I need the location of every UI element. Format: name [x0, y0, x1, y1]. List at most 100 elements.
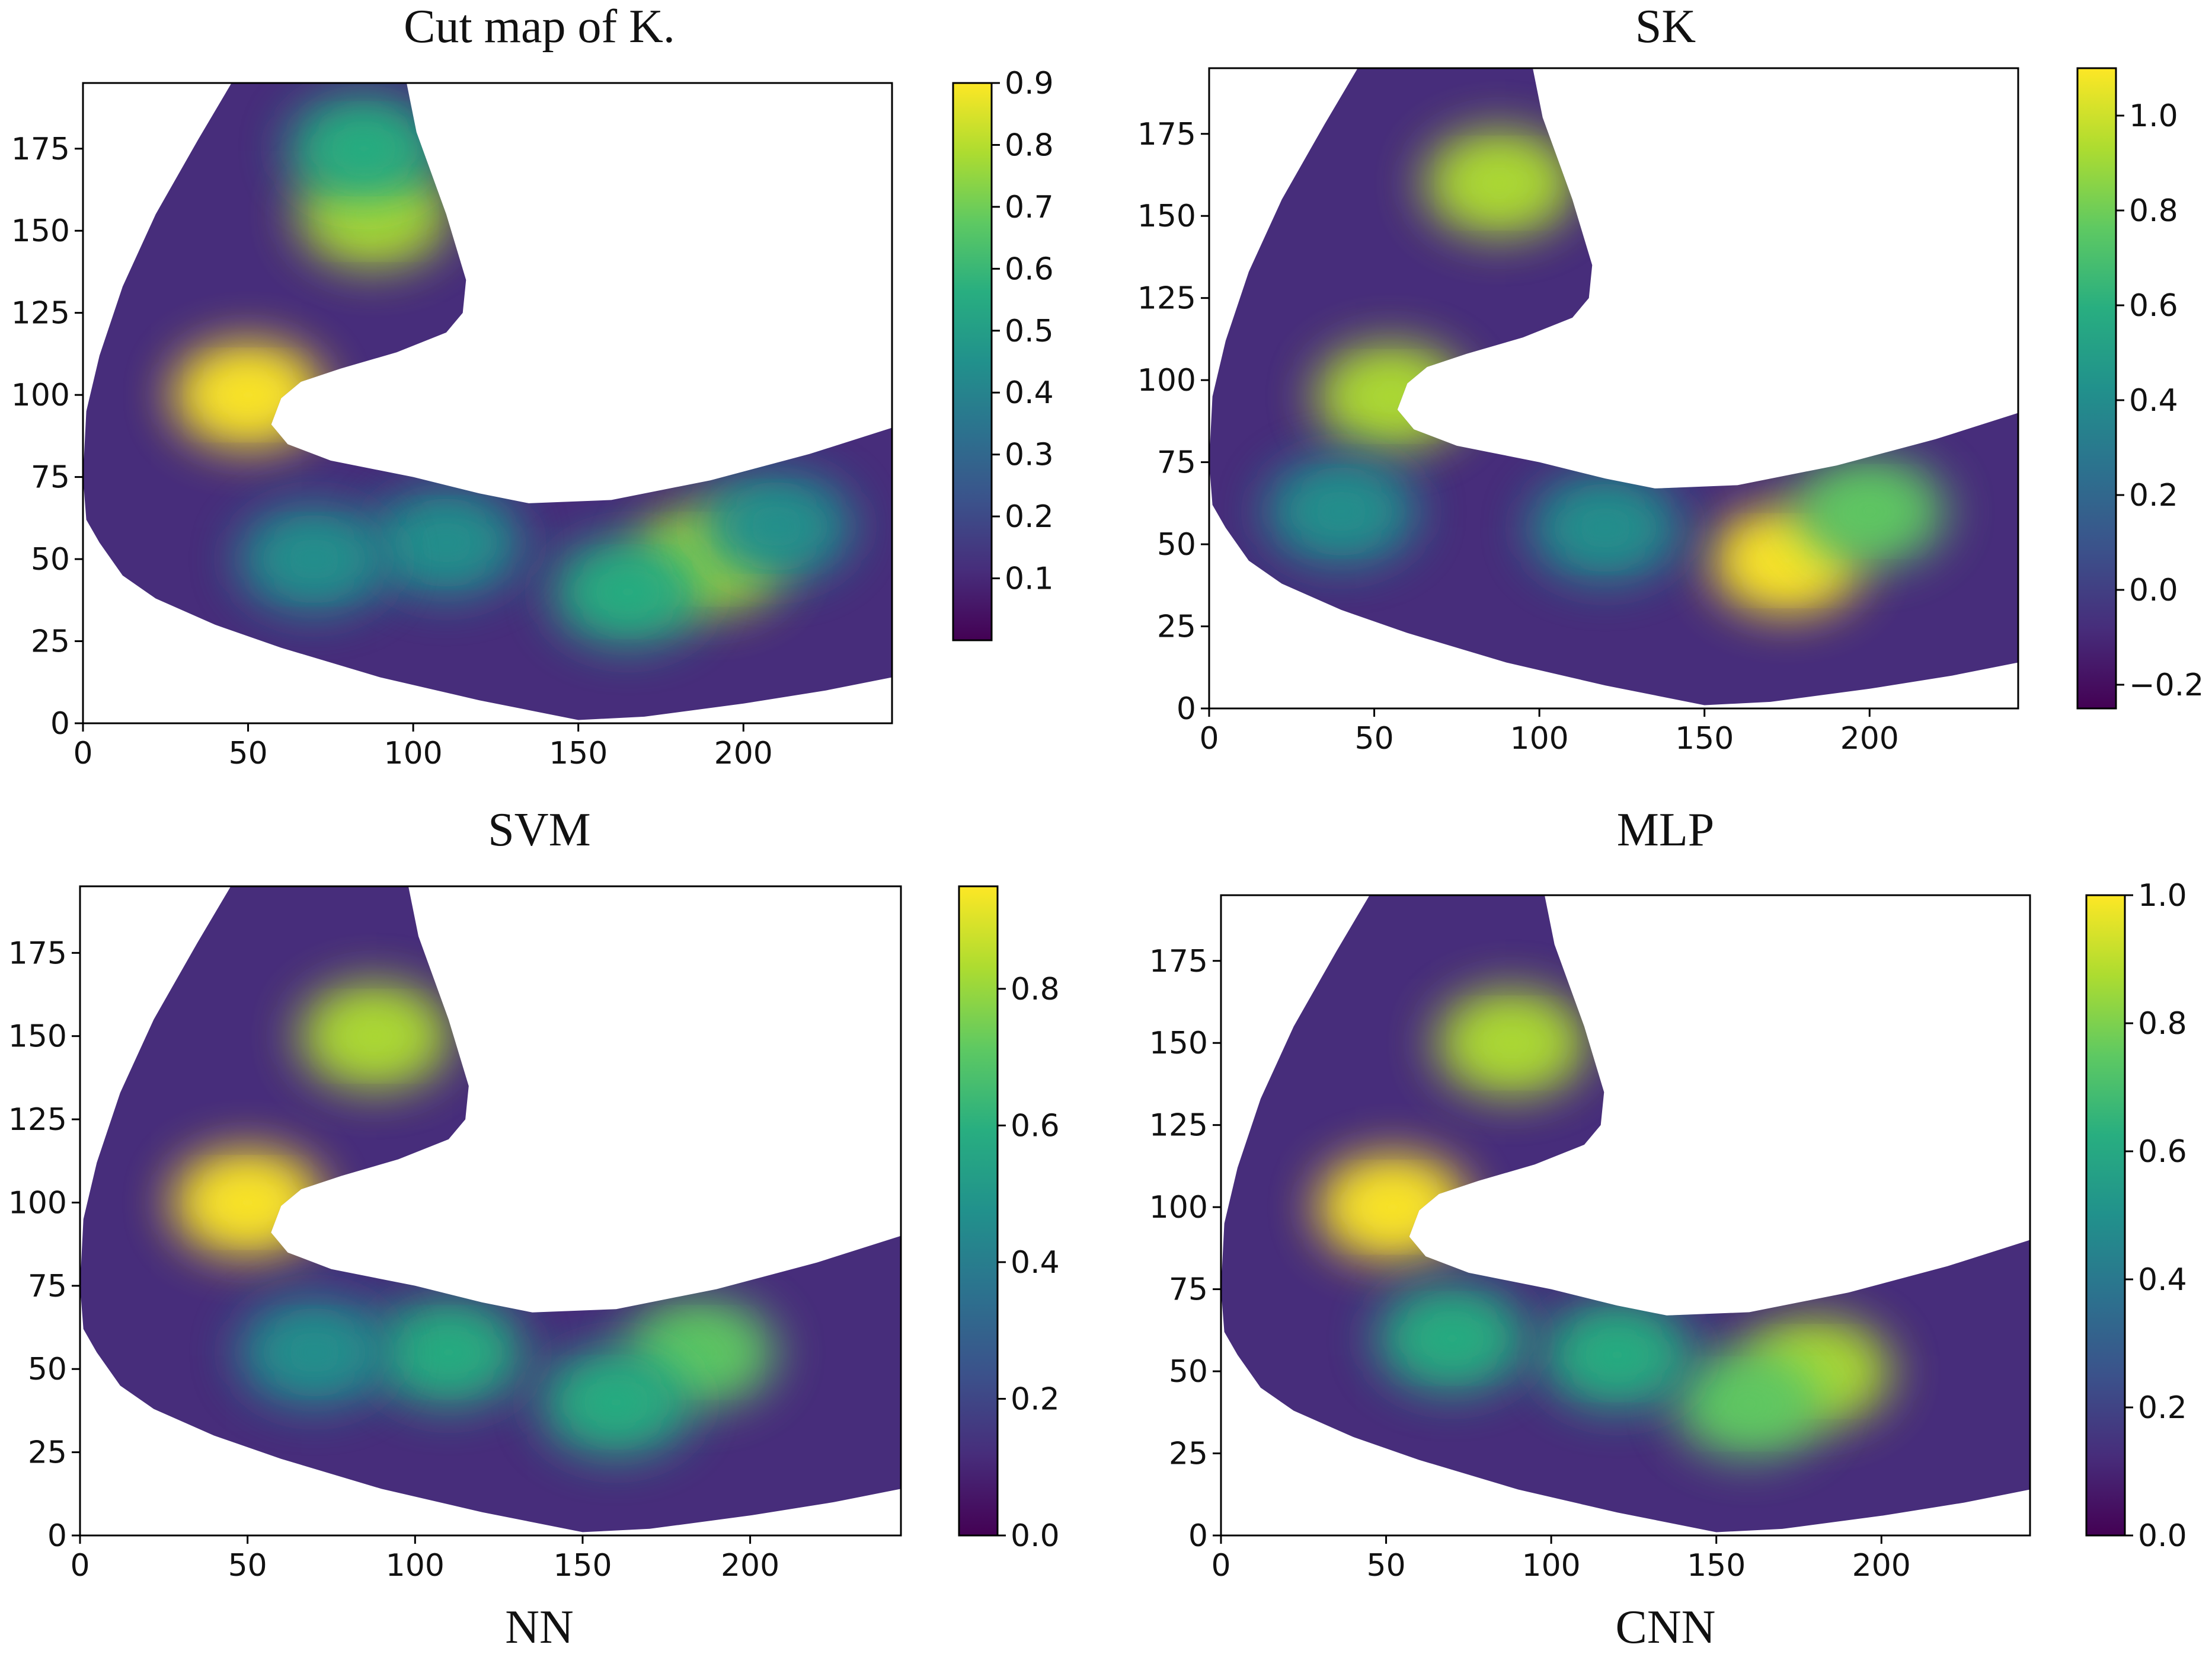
hotspot-layer [170, 982, 777, 1456]
x-tick-label: 50 [1354, 721, 1393, 756]
heatmap-svg: 0 50 100 150 200 0 25 50 75 100 125 150 175 0.1 0.2 0.3… [11, 66, 1054, 771]
x-tick-label: 0 [1199, 721, 1219, 756]
y-tick-label: 0 [1188, 1518, 1208, 1554]
colorbar-tick-label: 0.3 [1005, 438, 1054, 473]
hotspot-core [1420, 1314, 1485, 1362]
colorbar-tick-label: 0.9 [1005, 66, 1054, 101]
panel-title-sk: SK [1635, 1, 1696, 53]
y-tick-label: 25 [1157, 609, 1196, 645]
heatmap-panel-cut-map: 0 50 100 150 200 0 25 50 75 100 125 150 175 0.1 0.2 0.3… [0, 0, 1106, 812]
colorbar-tick-label: 0.6 [1005, 251, 1054, 287]
heatmap-panel-sk: 0 50 100 150 200 0 25 50 75 100 125 150 175 −0.2 0.0 0.… [0, 0, 2212, 812]
y-tick-label: 100 [1137, 363, 1196, 398]
panel-caption-cnn: CNN [1615, 1601, 1716, 1653]
plot-frame [82, 82, 893, 724]
y-tick-label: 75 [28, 1269, 67, 1304]
y-tick-label: 50 [28, 1352, 67, 1387]
heatmap-svg: 0 50 100 150 200 0 25 50 75 100 125 150 175 −0.2 0.0 0.… [1137, 67, 2204, 756]
colorbar-tick-label: 0.0 [2129, 573, 2178, 608]
hotspot-core [341, 190, 407, 238]
y-tick-label: 75 [1169, 1272, 1208, 1308]
colorbar-tick-label: 0.2 [1011, 1381, 1060, 1417]
y-tick-label: 175 [8, 936, 67, 971]
hotspot-core [1308, 487, 1374, 535]
y-tick-label: 75 [31, 460, 70, 496]
colorbar-tick-label: 0.4 [1011, 1245, 1060, 1281]
colorbar-tick-label: 0.8 [1011, 972, 1060, 1007]
plot-frame [79, 885, 902, 1537]
hotspot-core [282, 535, 347, 583]
colorbar-tick-label: 0.0 [1011, 1518, 1060, 1554]
colorbar-tick-label: 0.8 [2138, 1006, 2187, 1042]
x-tick-label: 200 [714, 736, 773, 771]
colorbar-tick-label: 0.1 [1005, 561, 1054, 597]
x-tick-label: 100 [1522, 1548, 1581, 1583]
y-tick-label: 125 [11, 296, 70, 331]
heatmap-panel-nn: 0 50 100 150 200 0 25 50 75 100 125 150 175 0.0 0.2 0.4… [8, 885, 1060, 1583]
hotspot-core [415, 1329, 481, 1377]
y-tick-label: 50 [31, 542, 70, 577]
x-tick-label: 150 [1675, 721, 1734, 756]
colorbar-tick-label: 0.4 [1005, 375, 1054, 411]
x-tick-label: 200 [721, 1548, 779, 1583]
panel-title-svm: SVM [488, 804, 591, 856]
x-tick-label: 100 [1510, 721, 1569, 756]
y-tick-label: 100 [1149, 1190, 1208, 1225]
panel-title-mlp: MLP [1616, 804, 1715, 856]
hotspot-layer [1315, 989, 1893, 1458]
y-tick-label: 150 [11, 213, 70, 249]
y-tick-label: 150 [1137, 199, 1196, 234]
colorbar-tick-label: 0.0 [2138, 1518, 2187, 1554]
y-tick-label: 175 [1149, 944, 1208, 979]
hotspot-core [342, 1012, 408, 1060]
hotspot-core [1467, 159, 1533, 207]
hotspot-core [282, 1329, 347, 1377]
x-tick-label: 50 [228, 736, 267, 771]
hotspot-core [1360, 1183, 1425, 1231]
y-tick-label: 100 [8, 1185, 67, 1221]
x-tick-label: 150 [1687, 1548, 1746, 1583]
hotspot-core [215, 371, 281, 419]
colorbar-tick-label: 0.4 [2129, 383, 2178, 419]
x-tick-label: 150 [553, 1548, 612, 1583]
colorbar-tick-label: 0.2 [2129, 478, 2178, 513]
colorbar-tick-label: 0.4 [2138, 1262, 2187, 1298]
y-tick-label: 125 [1137, 281, 1196, 317]
y-tick-label: 25 [28, 1435, 67, 1471]
x-tick-label: 50 [228, 1548, 267, 1583]
y-tick-label: 50 [1169, 1354, 1208, 1390]
x-tick-label: 100 [384, 736, 443, 771]
hotspot-core [744, 502, 809, 550]
colorbar [2085, 894, 2126, 1537]
plot-frame [1220, 894, 2031, 1537]
y-tick-label: 25 [31, 624, 70, 660]
hotspot-core [667, 1329, 733, 1377]
x-tick-label: 150 [549, 736, 608, 771]
colorbar [952, 82, 993, 641]
hotspot-core [1754, 537, 1820, 585]
panel-title-cut-map: Cut map of K. [404, 1, 675, 53]
x-tick-label: 200 [1852, 1548, 1911, 1583]
colorbar-tick-label: 0.2 [1005, 499, 1054, 535]
x-tick-label: 100 [386, 1548, 445, 1583]
hotspot-core [1716, 1380, 1782, 1428]
colorbar-tick-label: 0.5 [1005, 314, 1054, 349]
colorbar-tick-label: 0.6 [2138, 1134, 2187, 1170]
y-tick-label: 100 [11, 378, 70, 413]
colorbar [2076, 67, 2117, 710]
x-tick-label: 200 [1840, 721, 1899, 756]
y-tick-label: 125 [8, 1102, 67, 1138]
plot-frame [1208, 67, 2019, 710]
colorbar-tick-label: 0.2 [2138, 1390, 2187, 1426]
panel-caption-nn: NN [505, 1601, 574, 1653]
colorbar [958, 885, 999, 1537]
colorbar-tick-label: 0.6 [1011, 1108, 1060, 1144]
x-tick-label: 0 [1211, 1548, 1230, 1583]
hotspot-core [1837, 487, 1903, 535]
y-tick-label: 175 [11, 132, 70, 167]
y-tick-label: 25 [1169, 1436, 1208, 1472]
hotspot-core [1584, 1331, 1650, 1379]
hotspot-core [215, 1179, 280, 1227]
x-tick-label: 0 [73, 736, 92, 771]
